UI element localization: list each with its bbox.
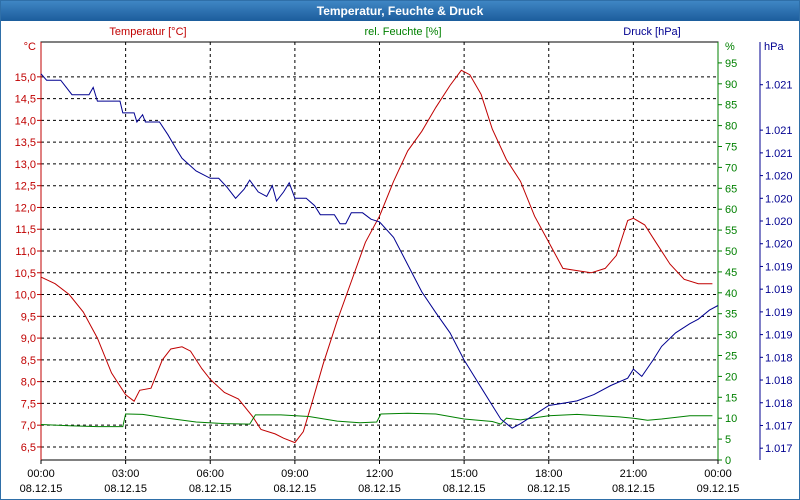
humidity-series-line [40,412,713,428]
pressure-tick-label: 1.020 [765,239,793,251]
temp-tick-label: 9,5 [21,311,36,323]
temp-tick-label: 11,0 [15,246,36,258]
temp-tick-label: 12,0 [15,202,36,214]
pressure-tick-label: 1.020 [765,216,793,228]
x-tick-time-label: 09:00 [281,468,309,480]
temp-tick-label: 8,5 [21,355,36,367]
pressure-tick-label: 1.020 [765,193,793,205]
humidity-tick-label: 60 [725,204,737,216]
temp-tick-label: 9,0 [21,333,36,345]
humidity-tick-label: 65 [725,183,737,195]
humidity-tick-label: 85 [725,100,737,112]
x-tick-date-label: 08.12.15 [527,483,570,495]
temp-tick-label: 8,0 [21,377,36,389]
temp-tick-label: 14,5 [15,94,36,106]
pressure-tick-label: 1.019 [765,330,793,342]
temp-tick-label: 12,5 [15,181,36,193]
pressure-tick-label: 1.017 [765,443,793,455]
pressure-tick-label: 1.021 [765,125,793,137]
humidity-tick-label: 15 [725,392,737,404]
humidity-tick-label: 40 [725,288,737,300]
temp-unit-label: °C [24,41,36,53]
temp-tick-label: 11,5 [15,224,36,236]
x-tick-date-label: 08.12.15 [443,483,486,495]
humidity-tick-label: 35 [725,309,737,321]
x-tick-date-label: 09.12.15 [697,483,740,495]
pressure-tick-label: 1.019 [765,261,793,273]
pressure-tick-label: 1.019 [765,307,793,319]
humidity-unit-label: % [725,41,735,53]
pressure-series-label: Druck [hPa] [623,26,680,38]
x-tick-time-label: 03:00 [112,468,140,480]
pressure-tick-label: 1.018 [765,398,793,410]
humidity-series-label: rel. Feuchte [%] [364,26,441,38]
temp-tick-label: 6,5 [21,442,36,454]
pressure-tick-label: 1.018 [765,375,793,387]
humidity-tick-label: 20 [725,371,737,383]
humidity-tick-label: 45 [725,267,737,279]
x-tick-time-label: 15:00 [450,468,478,480]
temperature-series-line [40,69,713,444]
humidity-tick-label: 80 [725,121,737,133]
humidity-tick-label: 95 [725,58,737,70]
pressure-unit-label: hPa [764,41,784,53]
x-tick-time-label: 21:00 [620,468,648,480]
x-tick-date-label: 08.12.15 [358,483,401,495]
humidity-tick-label: 50 [725,246,737,258]
x-tick-date-label: 08.12.15 [612,483,655,495]
humidity-tick-label: 0 [725,455,731,467]
humidity-tick-label: 25 [725,351,737,363]
pressure-tick-label: 1.021 [765,80,793,92]
x-tick-date-label: 08.12.15 [273,483,316,495]
pressure-tick-label: 1.017 [765,420,793,432]
x-tick-time-label: 00:00 [704,468,732,480]
temp-tick-label: 13,5 [15,137,36,149]
temp-tick-label: 7,0 [21,420,36,432]
temp-tick-label: 15,0 [15,72,36,84]
pressure-tick-label: 1.018 [765,352,793,364]
humidity-tick-label: 70 [725,162,737,174]
x-tick-date-label: 08.12.15 [189,483,232,495]
x-tick-time-label: 18:00 [535,468,563,480]
humidity-tick-label: 5 [725,434,731,446]
humidity-tick-label: 55 [725,225,737,237]
humidity-tick-label: 30 [725,330,737,342]
temp-tick-label: 7,5 [21,398,36,410]
window-title: Temperatur, Feuchte & Druck [1,1,799,21]
temp-tick-label: 14,0 [15,115,36,127]
temp-tick-label: 10,5 [15,268,36,280]
temp-tick-label: 10,0 [15,290,36,302]
humidity-tick-label: 90 [725,79,737,91]
x-tick-date-label: 08.12.15 [20,483,63,495]
pressure-tick-label: 1.019 [765,284,793,296]
x-tick-time-label: 00:00 [27,468,55,480]
humidity-tick-label: 75 [725,142,737,154]
x-tick-date-label: 08.12.15 [104,483,147,495]
pressure-tick-label: 1.021 [765,148,793,160]
x-tick-time-label: 06:00 [196,468,224,480]
pressure-series-line [40,73,719,429]
pressure-tick-label: 1.020 [765,171,793,183]
temperature-series-label: Temperatur [°C] [109,26,186,38]
temp-tick-label: 13,0 [15,159,36,171]
x-tick-time-label: 12:00 [366,468,394,480]
humidity-tick-label: 10 [725,413,737,425]
